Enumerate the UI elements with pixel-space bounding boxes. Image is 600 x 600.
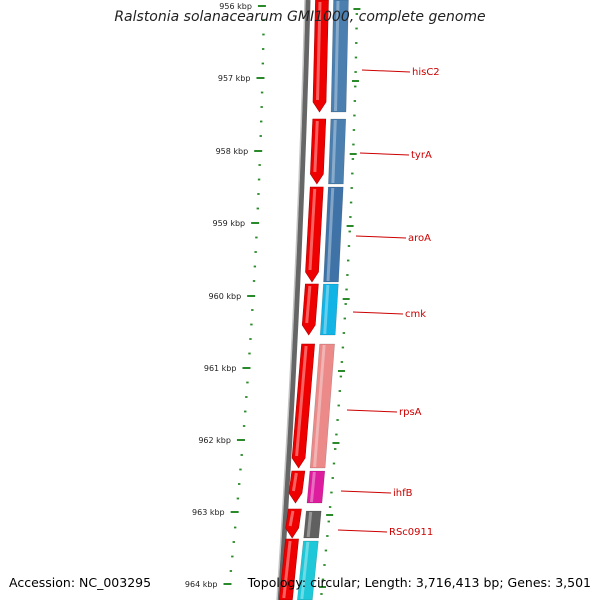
- tick-label: 964 kbp: [185, 580, 218, 589]
- coordinate-ticks: 956 kbp 957 kbp 958 kbp 959 kbp 960 kbp 961 k…: [185, 2, 266, 589]
- strand-arrow-shine: [305, 285, 312, 324]
- genome-backbone: [277, 0, 311, 600]
- label-leader-line: [359, 152, 410, 156]
- label-leader-line: [355, 235, 407, 239]
- gene-block: [319, 283, 339, 336]
- tick-label: 962 kbp: [198, 436, 231, 445]
- label-leader-line: [361, 69, 411, 73]
- gene-block-shine: [334, 0, 340, 112]
- tick-label: 960 kbp: [209, 292, 242, 301]
- tick-label: 963 kbp: [192, 508, 225, 517]
- strand-arrow: [288, 470, 306, 504]
- gene-block: [330, 0, 349, 113]
- gene-label-tyra[interactable]: tyrA: [411, 150, 432, 161]
- gene-block-shine: [300, 541, 310, 600]
- strand-arrow-shine: [295, 345, 308, 457]
- tick-label: 959 kbp: [213, 219, 246, 228]
- tick-label: 961 kbp: [204, 364, 237, 373]
- label-leader-line: [337, 529, 388, 533]
- label-leader-line: [340, 490, 392, 494]
- gene-block-shine: [323, 284, 330, 335]
- gene-block-shine: [326, 187, 335, 282]
- label-leader-line: [352, 311, 404, 315]
- gene-block: [323, 186, 344, 283]
- gene-label-ihfb[interactable]: ihfB: [393, 488, 413, 499]
- label-leader-line: [346, 409, 398, 413]
- gene-label-cmk[interactable]: cmk: [405, 309, 426, 320]
- gene-label-rsc0911[interactable]: RSc0911: [389, 527, 433, 538]
- genome-summary: Topology: circular; Length: 3,716,413 bp…: [247, 575, 591, 590]
- tick-label: 958 kbp: [216, 147, 249, 156]
- accession-text: Accession: NC_003295: [9, 575, 152, 590]
- strand-arrow-shine: [288, 510, 295, 527]
- gene-labels: hisC2 tyrA aroA cmk rpsA ihfB RSc0911: [337, 67, 440, 538]
- gene-block-shine: [306, 511, 313, 538]
- forward-strand-arrows: [279, 0, 329, 600]
- gene-block: [297, 540, 319, 600]
- gene-block: [306, 470, 326, 504]
- strand-arrow-shine: [313, 120, 319, 173]
- gene-label-hisc2[interactable]: hisC2: [412, 67, 440, 78]
- tick-label: 957 kbp: [218, 74, 251, 83]
- gene-track: [297, 0, 349, 600]
- strand-arrow-shine: [316, 1, 322, 101]
- gene-block: [309, 343, 335, 469]
- outer-tick-dots: [319, 8, 361, 595]
- genome-title: Ralstonia solanacearum GMI1000, complete…: [114, 9, 486, 25]
- strand-arrow: [285, 508, 302, 539]
- strand-arrow-shine: [291, 472, 298, 492]
- gene-block: [303, 510, 322, 539]
- gene-label-rpsa[interactable]: rpsA: [399, 407, 422, 418]
- gene-label-aroa[interactable]: aroA: [408, 233, 431, 244]
- gene-block-shine: [309, 471, 316, 503]
- genome-backbone-highlight: [276, 0, 306, 600]
- tick-label: 956 kbp: [219, 2, 252, 11]
- strand-arrow-shine: [308, 188, 317, 271]
- gene-block-shine: [313, 344, 326, 468]
- gene-block: [328, 118, 347, 185]
- strand-arrow-shine: [282, 540, 292, 599]
- gene-block-shine: [331, 119, 337, 184]
